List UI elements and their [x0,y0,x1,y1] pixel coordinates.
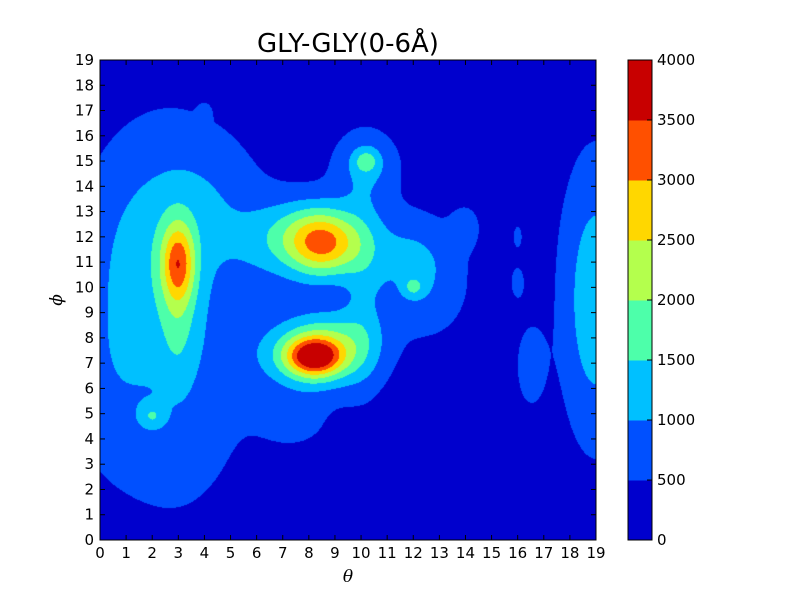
y-tick-label: 13 [75,203,94,221]
colorbar-band [628,300,652,361]
x-tick-label: 8 [304,544,314,562]
colorbar-tick-label: 1000 [657,411,695,429]
x-tick-label: 18 [560,544,579,562]
y-tick-label: 6 [84,379,94,397]
contour-fill [100,60,596,540]
x-tick-label: 16 [508,544,527,562]
colorbar-tick-label: 4000 [657,51,695,69]
x-tick-label: 12 [404,544,423,562]
y-axis-label: ϕ [47,294,67,306]
y-tick-label: 8 [84,329,94,347]
x-tick-label: 6 [252,544,262,562]
colorbar-band [628,420,652,481]
y-tick-label: 19 [75,51,94,69]
x-tick-label: 3 [174,544,184,562]
y-tick-label: 16 [75,127,94,145]
y-tick-label: 11 [75,253,94,271]
colorbar-tick-label: 0 [657,531,667,549]
colorbar-tick-label: 2000 [657,291,695,309]
colorbar-tick-label: 3000 [657,171,695,189]
colorbar-tick-label: 2500 [657,231,695,249]
colorbar: 0 500 1000 1500 2000 2500 3000 3500 4000 [627,51,695,549]
y-tick-label: 14 [75,177,94,195]
y-tick-label: 12 [75,228,94,246]
x-tick-label: 9 [330,544,340,562]
y-tick-label: 9 [84,304,94,322]
x-axis-ticks: 0 1 2 3 4 5 6 7 8 9 10 11 12 13 14 15 16 17 18 19 [95,60,606,562]
y-tick-label: 4 [84,430,94,448]
x-tick-label: 13 [430,544,449,562]
colorbar-band [628,60,652,121]
y-tick-label: 10 [75,278,94,296]
x-tick-label: 14 [456,544,475,562]
y-tick-label: 15 [75,152,94,170]
x-tick-label: 7 [278,544,288,562]
chart-title: GLY-GLY(0-6Å) [257,27,439,59]
colorbar-tick-label: 1500 [657,351,695,369]
y-tick-label: 2 [84,480,94,498]
y-tick-label: 18 [75,76,94,94]
x-tick-label: 4 [200,544,210,562]
y-tick-label: 17 [75,102,94,120]
y-tick-label: 3 [84,455,94,473]
x-tick-label: 1 [121,544,131,562]
colorbar-band [628,240,652,301]
colorbar-tick-label: 3500 [657,111,695,129]
colorbar-band [628,120,652,181]
x-tick-label: 10 [352,544,371,562]
y-tick-label: 1 [84,506,94,524]
x-tick-label: 5 [226,544,236,562]
plot-area [99,59,597,541]
colorbar-tick-label: 500 [657,471,686,489]
colorbar-band [628,180,652,241]
y-tick-label: 0 [84,531,94,549]
colorbar-band [628,360,652,421]
y-tick-label: 7 [84,354,94,372]
plot-frame [99,59,597,541]
x-tick-label: 19 [586,544,605,562]
colorbar-band [628,480,652,541]
x-tick-label: 17 [534,544,553,562]
y-tick-label: 5 [84,405,94,423]
x-tick-label: 2 [147,544,157,562]
x-tick-label: 15 [482,544,501,562]
x-tick-label: 0 [95,544,105,562]
x-axis-label: θ [343,567,353,587]
x-tick-label: 11 [378,544,397,562]
